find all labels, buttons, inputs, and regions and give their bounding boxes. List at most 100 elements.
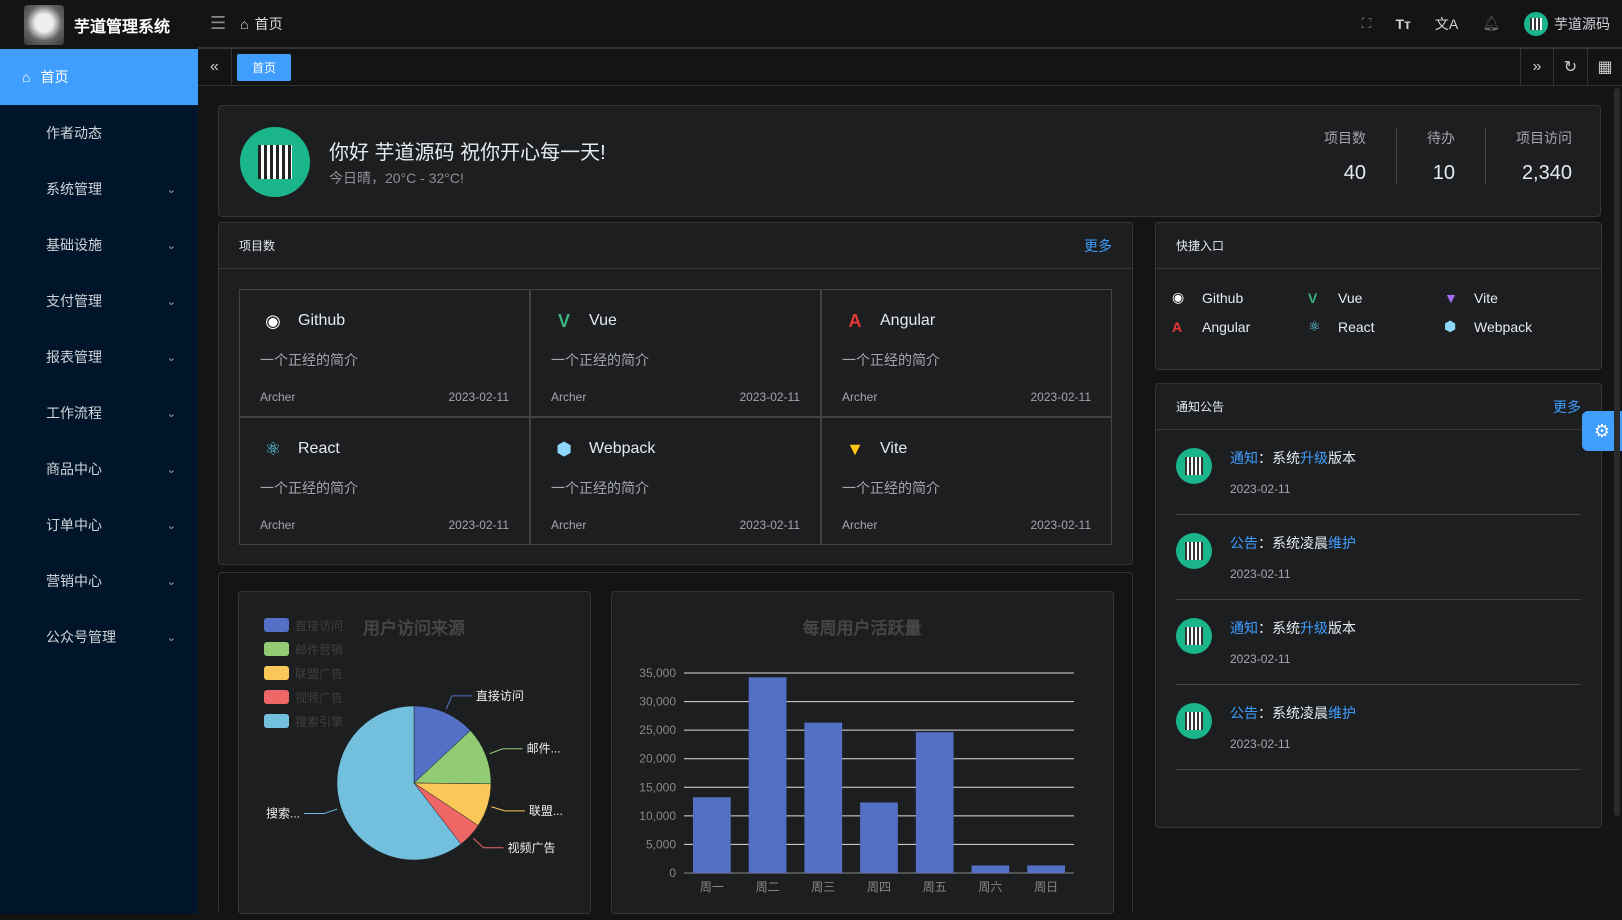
x-tick-label: 周一 bbox=[700, 880, 724, 894]
project-card[interactable]: ▼ Vite 一个正经的简介 Archer 2023-02-11 bbox=[821, 417, 1112, 545]
bar bbox=[1027, 865, 1065, 873]
project-card[interactable]: ⚛ React 一个正经的简介 Archer 2023-02-11 bbox=[239, 417, 530, 545]
scroll-right-icon[interactable]: » bbox=[1520, 48, 1554, 86]
bell-icon[interactable]: 🔔︎ bbox=[1482, 15, 1500, 31]
menu-toggle-icon[interactable]: ☰ bbox=[210, 13, 227, 33]
y-tick-label: 25,000 bbox=[639, 723, 676, 737]
notice-item[interactable]: 通知：系统升级版本 2023-02-11 bbox=[1176, 600, 1581, 685]
pie-label: 搜索... bbox=[266, 806, 300, 821]
sidebar-item[interactable]: 工作流程 ⌄ bbox=[0, 385, 198, 441]
chevron-down-icon: ⌄ bbox=[166, 295, 176, 308]
refresh-icon[interactable]: ↻ bbox=[1554, 48, 1588, 86]
shortcut-react[interactable]: ⚛ React bbox=[1308, 318, 1444, 335]
translate-icon[interactable]: 文A bbox=[1434, 15, 1459, 32]
sidebar-item-label: 营销中心 bbox=[46, 573, 102, 589]
greeting: 你好 芋道源码 祝你开心每一天! bbox=[329, 142, 606, 164]
label-line bbox=[491, 806, 525, 812]
project-card[interactable]: A Angular 一个正经的简介 Archer 2023-02-11 bbox=[821, 289, 1112, 417]
project-author: Archer bbox=[842, 390, 878, 404]
sidebar-item[interactable]: 订单中心 ⌄ bbox=[0, 497, 198, 553]
github-icon: ◉ bbox=[1172, 289, 1185, 305]
notices-more-link[interactable]: 更多 bbox=[1553, 398, 1581, 415]
pie-chart: 用户访问来源直接访问邮件营销联盟广告视频广告搜索引擎直接访问邮件...联盟...… bbox=[264, 618, 563, 861]
project-card[interactable]: V Vue 一个正经的简介 Archer 2023-02-11 bbox=[530, 289, 821, 417]
notice-type: 通知 bbox=[1230, 620, 1258, 636]
shortcut-vite[interactable]: ▼ Vite bbox=[1444, 289, 1580, 306]
scrollbar[interactable] bbox=[1614, 88, 1620, 816]
project-date: 2023-02-11 bbox=[739, 390, 801, 404]
logo[interactable]: 芋道管理系统 bbox=[0, 0, 198, 49]
user-menu[interactable]: 芋道源码 bbox=[1524, 11, 1610, 36]
projects-more-link[interactable]: 更多 bbox=[1084, 237, 1112, 254]
shortcut-github[interactable]: ◉ Github bbox=[1172, 289, 1308, 306]
notice-item[interactable]: 通知：系统升级版本 2023-02-11 bbox=[1176, 430, 1581, 515]
pie-label: 邮件... bbox=[527, 742, 561, 756]
project-date: 2023-02-11 bbox=[448, 518, 510, 532]
notice-item[interactable]: 公告：系统凌晨维护 2023-02-11 bbox=[1176, 685, 1581, 770]
sidebar-item-label: 作者动态 bbox=[46, 125, 102, 141]
project-date: 2023-02-11 bbox=[739, 518, 801, 532]
sidebar-item-label: 支付管理 bbox=[46, 293, 102, 309]
webpack-icon: ⬢ bbox=[556, 438, 572, 459]
shortcuts-title: 快捷入口 bbox=[1176, 239, 1225, 253]
legend-swatch bbox=[264, 690, 289, 704]
notice-avatar bbox=[1176, 703, 1212, 739]
scroll-left-icon[interactable]: « bbox=[198, 48, 232, 86]
pie-slice bbox=[413, 730, 492, 785]
notice-text-end: 版本 bbox=[1328, 620, 1356, 636]
tab-bar: « 首页 » ↻ ▦ bbox=[198, 48, 1622, 86]
legend-label: 搜索引擎 bbox=[295, 714, 343, 729]
shortcut-vue[interactable]: V Vue bbox=[1308, 289, 1444, 306]
breadcrumb[interactable]: ⌂ 首页 bbox=[240, 14, 282, 34]
notice-keyword: 升级 bbox=[1300, 620, 1328, 636]
sidebar-item[interactable]: 营销中心 ⌄ bbox=[0, 553, 198, 609]
vue-icon: V bbox=[1308, 289, 1318, 306]
label-line bbox=[489, 748, 523, 755]
notice-text: 系统凌晨 bbox=[1272, 535, 1328, 551]
bar bbox=[693, 797, 731, 873]
font-size-icon[interactable]: Tт bbox=[1395, 15, 1411, 32]
notice-item[interactable]: 公告：系统凌晨维护 2023-02-11 bbox=[1176, 515, 1581, 600]
notices-card: 通知公告 更多 通知：系统升级版本 2023-02-11 公告：系统凌晨维护 2023-… bbox=[1155, 383, 1602, 828]
sidebar-item[interactable]: 支付管理 ⌄ bbox=[0, 273, 198, 329]
project-desc: 一个正经的简介 bbox=[551, 480, 649, 496]
tab-home[interactable]: 首页 bbox=[237, 53, 292, 81]
sidebar: 芋道管理系统 ⌂ 首页 作者动态 系统管理 ⌄ 基础设施 ⌄ 支付管理 ⌄ 报表管理 ⌄ 工作流程 ⌄ 商… bbox=[0, 0, 198, 914]
stat: 项目数 40 bbox=[1324, 128, 1366, 185]
bar bbox=[971, 865, 1010, 873]
sidebar-item[interactable]: 系统管理 ⌄ bbox=[0, 161, 198, 217]
grid-menu-icon[interactable]: ▦ bbox=[1597, 59, 1613, 76]
sidebar-item[interactable]: 作者动态 bbox=[0, 105, 198, 161]
notice-date: 2023-02-11 bbox=[1230, 737, 1291, 751]
chevron-down-icon: ⌄ bbox=[166, 407, 176, 420]
sidebar-item-label: 商品中心 bbox=[46, 461, 102, 477]
sidebar-item[interactable]: 商品中心 ⌄ bbox=[0, 441, 198, 497]
sidebar-item[interactable]: 公众号管理 ⌄ bbox=[0, 609, 198, 665]
chevron-down-icon: ⌄ bbox=[166, 519, 176, 532]
stat: 待办 10 bbox=[1396, 128, 1455, 185]
fullscreen-icon[interactable]: ⛶ bbox=[1361, 15, 1372, 31]
notice-keyword: 维护 bbox=[1328, 535, 1356, 551]
project-card[interactable]: ⬢ Webpack 一个正经的简介 Archer 2023-02-11 bbox=[530, 417, 821, 545]
project-card[interactable]: ◉ Github 一个正经的简介 Archer 2023-02-11 bbox=[239, 289, 530, 417]
notice-type: 公告 bbox=[1230, 535, 1258, 551]
sidebar-item-label: 公众号管理 bbox=[46, 629, 116, 645]
sidebar-item-home[interactable]: ⌂ 首页 bbox=[0, 49, 198, 105]
notice-type: 通知 bbox=[1230, 450, 1258, 466]
shortcut-label: React bbox=[1338, 318, 1375, 335]
webpack-icon: ⬢ bbox=[1444, 318, 1457, 334]
project-author: Archer bbox=[260, 518, 296, 532]
welcome-card: 你好 芋道源码 祝你开心每一天! 今日晴，20°C - 32°C! 项目数 40 待… bbox=[218, 105, 1601, 217]
label-line bbox=[445, 695, 472, 709]
shortcut-angular[interactable]: A Angular bbox=[1172, 318, 1308, 335]
label-line bbox=[304, 808, 338, 815]
app-title: 芋道管理系统 bbox=[74, 18, 171, 36]
notice-keyword: 升级 bbox=[1300, 450, 1328, 466]
legend-swatch bbox=[264, 666, 289, 680]
logo-image bbox=[24, 4, 64, 45]
shortcut-webpack[interactable]: ⬢ Webpack bbox=[1444, 318, 1580, 335]
sidebar-item[interactable]: 基础设施 ⌄ bbox=[0, 217, 198, 273]
project-name: Vue bbox=[589, 312, 617, 329]
notice-type: 公告 bbox=[1230, 705, 1258, 721]
sidebar-item[interactable]: 报表管理 ⌄ bbox=[0, 329, 198, 385]
